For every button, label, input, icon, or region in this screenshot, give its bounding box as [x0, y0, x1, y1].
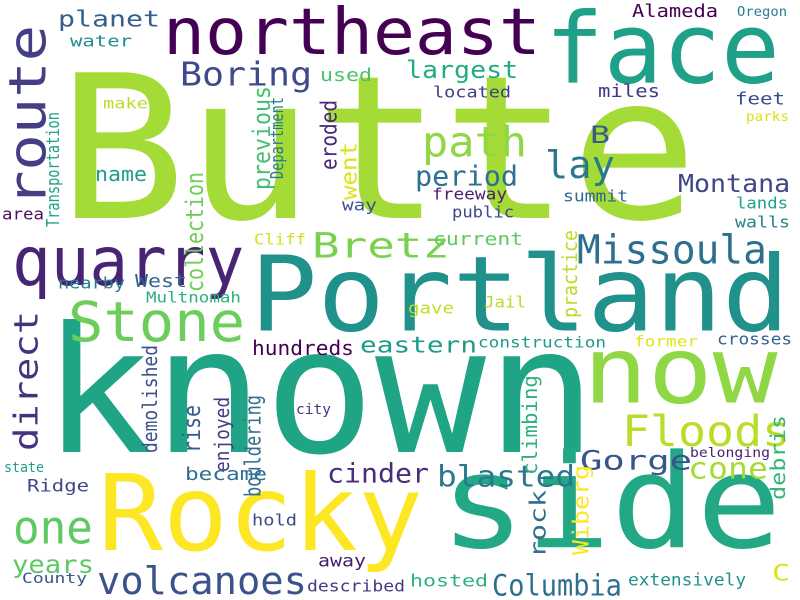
cloud-word: Wiberg	[568, 464, 594, 555]
cloud-word: County	[22, 569, 88, 587]
cloud-word: Oregon	[737, 3, 788, 20]
cloud-word: Cliff	[254, 230, 307, 249]
cloud-word: B	[590, 120, 611, 149]
cloud-word: extensively	[628, 569, 747, 590]
cloud-word: lands	[736, 193, 789, 213]
cloud-word: water	[70, 31, 133, 51]
cloud-word: years	[12, 549, 95, 579]
cloud-word: practice	[558, 230, 582, 318]
cloud-word: face	[545, 0, 780, 106]
cloud-word: current	[433, 228, 524, 250]
cloud-word: demolished	[138, 344, 162, 453]
cloud-word: Gorge	[580, 444, 693, 477]
cloud-word: hosted	[410, 570, 489, 591]
cloud-word: freeway	[432, 184, 508, 204]
cloud-word: rise	[177, 405, 206, 453]
cloud-word: Portland	[250, 233, 790, 356]
cloud-word: Bretz	[312, 224, 451, 266]
cloud-word: direct	[7, 310, 46, 451]
cloud-word: Boring	[180, 55, 313, 94]
cloud-word: described	[307, 576, 405, 596]
cloud-word: area	[2, 204, 44, 224]
cloud-word: Alameda	[632, 0, 719, 22]
cloud-word: period	[415, 159, 519, 193]
cloud-word: away	[318, 550, 366, 571]
cloud-word: enjoyed	[210, 396, 234, 472]
cloud-word: Rocky	[98, 452, 424, 576]
cloud-word: parks	[746, 108, 790, 125]
cloud-word: state	[4, 458, 45, 476]
cloud-word: name	[95, 162, 147, 186]
cloud-word: known	[42, 289, 598, 494]
cloud-word: Butte	[58, 32, 699, 266]
cloud-word: planet	[58, 6, 161, 32]
cloud-word: feet	[735, 88, 785, 109]
cloud-word: make	[103, 94, 148, 113]
cloud-word: Columbia	[492, 568, 622, 600]
cloud-word: became	[185, 463, 268, 485]
cloud-word: debris	[766, 414, 790, 500]
cloud-word: blasted	[437, 459, 576, 494]
cloud-word: crosses	[717, 329, 793, 349]
cloud-word: Stone	[68, 290, 246, 355]
cloud-word: hundreds	[252, 336, 354, 360]
cloud-word: city	[296, 400, 331, 418]
cloud-word: went	[336, 142, 362, 200]
cloud-word: cone	[688, 451, 768, 486]
cloud-word: Montana	[678, 168, 791, 198]
cloud-word: hold	[252, 510, 297, 530]
cloud-word: rock	[525, 490, 551, 558]
cloud-word: Missoula	[577, 226, 767, 274]
cloud-word: West	[135, 270, 187, 292]
cloud-word: cinder	[327, 457, 430, 490]
cloud-word: path	[422, 117, 527, 167]
cloud-word: public	[452, 202, 515, 222]
cloud-word: lay	[545, 142, 615, 188]
cloud-word: nearby	[58, 273, 126, 293]
cloud-word: summit	[563, 186, 629, 206]
cloud-word: C	[772, 560, 791, 586]
cloud-word: construction	[478, 333, 607, 352]
cloud-word: quarry	[12, 221, 245, 302]
cloud-word: Jail	[484, 292, 526, 312]
cloud-word: northeast	[163, 0, 541, 70]
cloud-word: largest	[406, 55, 519, 84]
cloud-word: one	[13, 500, 93, 555]
cloud-word: Multnomah	[146, 288, 241, 307]
cloud-word: Floods	[622, 406, 791, 457]
cloud-word: climbing	[518, 375, 542, 475]
cloud-word: volcanoes	[97, 558, 307, 600]
cloud-word: Department	[266, 96, 288, 179]
cloud-word: used	[320, 64, 372, 86]
cloud-word: side	[440, 426, 782, 579]
cloud-word: Transportation	[42, 112, 64, 227]
cloud-word: eastern	[360, 332, 478, 358]
cloud-word: walls	[735, 212, 791, 232]
cloud-word: Ridge	[27, 475, 90, 496]
cloud-word: collection	[180, 171, 209, 292]
cloud-word: belonging	[690, 444, 770, 461]
cloud-word: way	[342, 195, 377, 215]
cloud-word: miles	[598, 80, 661, 102]
cloud-word: former	[634, 332, 699, 351]
cloud-word: located	[433, 82, 512, 102]
cloud-word: now	[583, 316, 778, 425]
cloud-word: gave	[408, 298, 454, 318]
